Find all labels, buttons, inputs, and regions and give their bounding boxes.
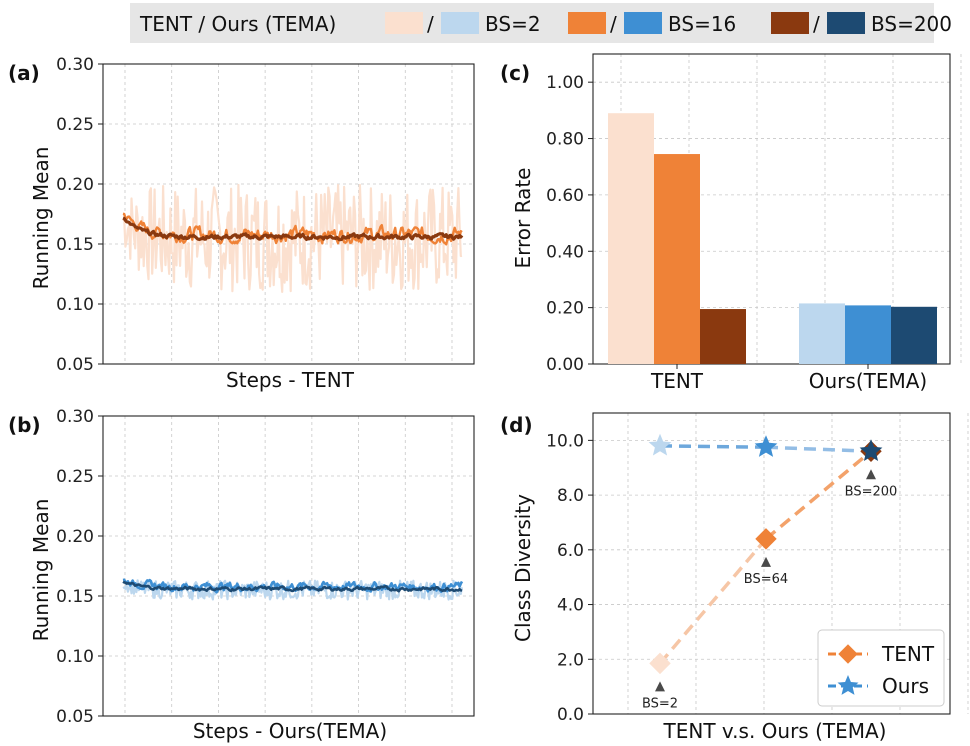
bar-Ours(TEMA)-BS=16 — [845, 305, 891, 364]
xtick-label-1: Ours(TEMA) — [809, 369, 927, 393]
panel-d: (d) TENT v.s. Ours (TEMA) Class Diversit… — [500, 412, 969, 743]
panel-c: (c) Error Rate 0.00 0.20 0.40 0.60 0.80 1.00 T… — [500, 53, 962, 393]
ytick-label: 0.10 — [56, 647, 94, 667]
series-line-BS=200 — [122, 216, 464, 242]
bar-TENT-BS=16 — [654, 154, 700, 364]
legend-swatch-tent-1 — [568, 12, 606, 34]
legend-entries: / BS=2 / BS=16 / BS=200 — [385, 12, 952, 36]
legend-d-label: Ours — [882, 674, 929, 698]
ylabel-d: Class Diversity — [511, 494, 535, 642]
annotation-label: BS=2 — [642, 696, 678, 711]
ytick-label: 0.05 — [56, 707, 94, 727]
ylabel-a: Running Mean — [29, 147, 53, 290]
ours-marker — [648, 433, 672, 456]
ytick-label: 1.00 — [546, 73, 584, 93]
legend-title: TENT / Ours (TEMA) — [139, 12, 336, 36]
ytick-label: 0.05 — [56, 355, 94, 375]
legend-d-marker — [837, 675, 859, 695]
annotation-label: BS=200 — [845, 484, 898, 499]
ytick-label: 0.20 — [546, 299, 584, 319]
series-line-BS=200 — [122, 580, 463, 593]
ytick-label: 2.0 — [557, 650, 584, 670]
legend-d-marker — [838, 644, 858, 664]
ytick-label: 0.25 — [56, 115, 94, 135]
ours-marker — [859, 439, 883, 461]
ytick-label: 0.40 — [546, 242, 584, 262]
annotation-label: BS=64 — [744, 572, 788, 587]
ytick-label: 0.30 — [56, 407, 94, 427]
legend-d-label: TENT — [881, 642, 935, 666]
ylabel-c: Error Rate — [511, 168, 535, 269]
bar-TENT-BS=2 — [608, 113, 654, 364]
ylabel-b: Running Mean — [29, 499, 53, 642]
ytick-label: 0.15 — [56, 587, 94, 607]
ytick-label: 0.15 — [56, 235, 94, 255]
ytick-label: 0.60 — [546, 186, 584, 206]
legend-swatch-ours-2 — [827, 12, 865, 34]
plot-frame-pc — [592, 53, 951, 365]
panel-b: (b) Steps - Ours(TEMA) Running Mean 0.05… — [8, 407, 475, 743]
legend-swatch-ours-1 — [624, 12, 662, 34]
annotation-arrow — [655, 681, 665, 692]
panel-label-a: (a) — [8, 61, 40, 85]
ytick-label: 0.30 — [56, 55, 94, 75]
panel-label-b: (b) — [8, 413, 41, 437]
tent-marker — [649, 652, 671, 675]
legend-label: BS=16 — [668, 12, 736, 36]
ytick-label: 0.20 — [56, 175, 94, 195]
legend-label: BS=200 — [871, 12, 952, 36]
legend-swatch-tent-0 — [385, 12, 423, 34]
ytick-label: 0.0 — [557, 705, 584, 725]
legend-swatch-tent-2 — [771, 12, 809, 34]
bar-TENT-BS=200 — [700, 309, 746, 364]
plot-frame-pd — [592, 412, 951, 715]
panel-label-c: (c) — [500, 61, 530, 85]
legend-separator: / — [427, 12, 434, 36]
legend-separator: / — [610, 12, 617, 36]
ytick-label: 0.80 — [546, 130, 584, 150]
xtick-label-0: TENT — [650, 369, 704, 393]
tent-dashed-line — [764, 449, 873, 541]
top-legend: TENT / Ours (TEMA) / BS=2 / BS=16 / BS=200 — [130, 3, 952, 43]
xlabel-d: TENT v.s. Ours (TEMA) — [663, 719, 887, 743]
ours-dashed-line — [659, 444, 767, 449]
ours-marker — [754, 435, 778, 457]
legend-separator: / — [813, 12, 820, 36]
bar-Ours(TEMA)-BS=2 — [799, 303, 845, 364]
ours-dashed-line — [765, 445, 872, 454]
ytick-label: 10.0 — [546, 431, 584, 451]
ytick-label: 0.25 — [56, 467, 94, 487]
plot-frame-pb — [102, 415, 475, 717]
ytick-label: 6.0 — [557, 541, 584, 561]
ytick-label: 0.10 — [56, 295, 94, 315]
legend-swatch-ours-0 — [441, 12, 479, 34]
legend-label: BS=2 — [485, 12, 541, 36]
panel-label-d: (d) — [500, 413, 533, 437]
tent-dashed-line — [658, 537, 768, 665]
ytick-label: 0.20 — [56, 527, 94, 547]
annotation-arrow — [866, 469, 876, 480]
bar-Ours(TEMA)-BS=200 — [891, 306, 937, 364]
ytick-label: 0.00 — [546, 355, 584, 375]
panel-a: (a) Steps - TENT Running Mean 0.05 0.10 0.… — [8, 55, 475, 392]
annotation-arrow — [761, 556, 771, 567]
ytick-label: 8.0 — [557, 486, 584, 506]
ytick-label: 4.0 — [557, 596, 584, 616]
tent-marker — [755, 528, 777, 550]
xlabel-a: Steps - TENT — [226, 368, 355, 392]
xlabel-b: Steps - Ours(TEMA) — [193, 719, 387, 743]
plot-frame-pa — [102, 63, 475, 365]
